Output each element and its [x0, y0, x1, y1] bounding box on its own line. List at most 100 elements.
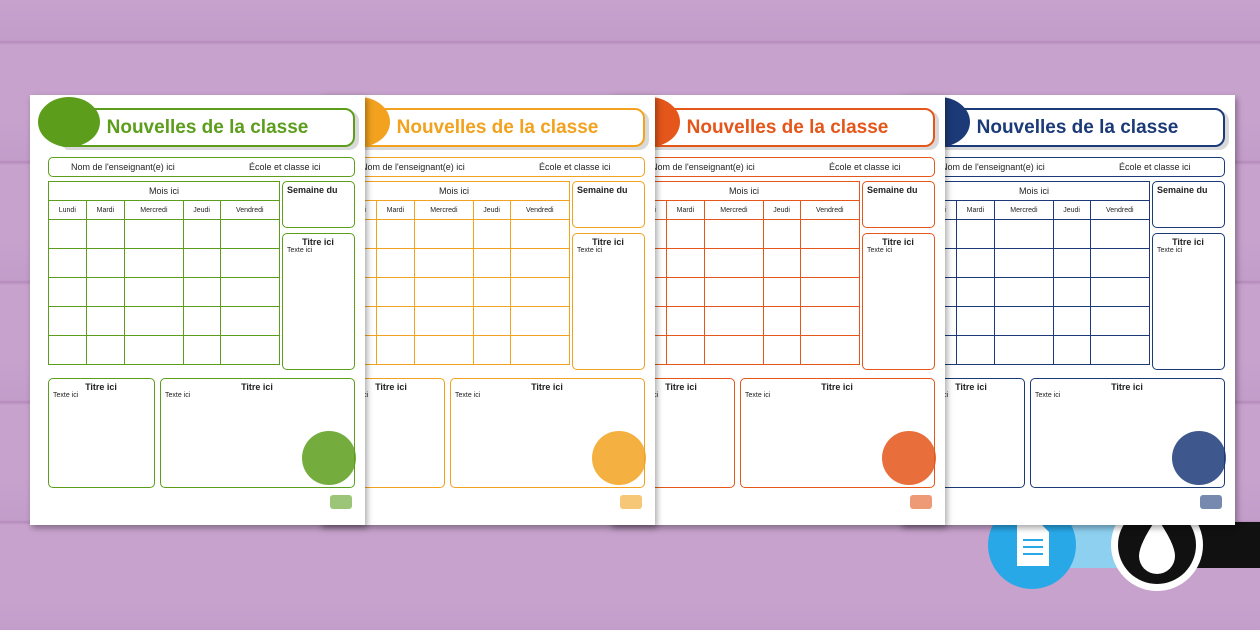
- cell: [48, 306, 87, 336]
- cell: [1052, 248, 1091, 278]
- day: Jeudi: [1052, 200, 1091, 220]
- cell: [182, 306, 221, 336]
- bottom-box: Titre ici Texte ici: [160, 378, 355, 488]
- day: Lundi: [48, 200, 87, 220]
- week-row: [48, 248, 281, 278]
- cell: [182, 277, 221, 307]
- box-title: Titre ici: [665, 382, 697, 392]
- week-row: [338, 277, 571, 307]
- week-row: [918, 335, 1151, 365]
- box-title: Titre ici: [821, 382, 853, 392]
- cell: [472, 248, 511, 278]
- box-title: Titre ici: [375, 382, 407, 392]
- decoration: [592, 431, 646, 485]
- teacher: Nom de l'enseignant(e) ici: [71, 162, 175, 172]
- day: Mercredi: [704, 200, 764, 220]
- cell: [375, 219, 416, 249]
- box-text: Texte ici: [577, 247, 603, 254]
- week-row: [338, 335, 571, 365]
- cell: [414, 277, 474, 307]
- footer-logo: [620, 495, 642, 509]
- box-text: Texte ici: [1157, 247, 1183, 254]
- cell: [1052, 306, 1091, 336]
- cell: [994, 335, 1054, 365]
- day: Jeudi: [182, 200, 221, 220]
- cell: [665, 277, 706, 307]
- box-title: Titre ici: [302, 237, 334, 247]
- cell: [509, 306, 571, 336]
- week-row: [338, 248, 571, 278]
- cell: [1089, 335, 1151, 365]
- week-row: [48, 219, 281, 249]
- cell: [955, 306, 996, 336]
- box-text: Texte ici: [867, 247, 893, 254]
- week: Semaine du: [287, 185, 338, 195]
- cell: [124, 277, 184, 307]
- cell: [799, 219, 861, 249]
- cell: [799, 335, 861, 365]
- month-row: Mois ici: [628, 181, 860, 201]
- week-row: [628, 248, 861, 278]
- school: École et classe ici: [249, 162, 321, 172]
- month: Mois ici: [628, 181, 860, 201]
- month: Mois ici: [918, 181, 1150, 201]
- box-text: Texte ici: [455, 392, 481, 399]
- cell: [762, 335, 801, 365]
- week-row: [918, 248, 1151, 278]
- cell: [48, 277, 87, 307]
- cell: [219, 248, 281, 278]
- box-title: Titre ici: [85, 382, 117, 392]
- cell: [1052, 219, 1091, 249]
- teacher: Nom de l'enseignant(e) ici: [651, 162, 755, 172]
- box-text: Texte ici: [745, 392, 771, 399]
- cell: [414, 306, 474, 336]
- cell: [762, 219, 801, 249]
- week-row: [48, 277, 281, 307]
- cell: [85, 219, 126, 249]
- cell: [472, 219, 511, 249]
- cell: [375, 277, 416, 307]
- day: Vendredi: [509, 200, 571, 220]
- footer-logo: [910, 495, 932, 509]
- title: Nouvelles de la classe: [930, 108, 1225, 147]
- week-row: [918, 277, 1151, 307]
- school: École et classe ici: [829, 162, 901, 172]
- cell: [1089, 277, 1151, 307]
- day: Vendredi: [799, 200, 861, 220]
- day: Mardi: [955, 200, 996, 220]
- month-row: Mois ici: [48, 181, 280, 201]
- cell: [375, 306, 416, 336]
- side-box: Titre ici Texte ici: [1152, 233, 1225, 370]
- cell: [799, 306, 861, 336]
- cell: [955, 219, 996, 249]
- cell: [704, 335, 764, 365]
- cell: [124, 248, 184, 278]
- cell: [182, 335, 221, 365]
- newsletter-sheet: Nouvelles de la classe Nom de l'enseignan…: [30, 95, 365, 525]
- cell: [472, 306, 511, 336]
- bottom-box: Titre ici Texte ici: [450, 378, 645, 488]
- cell: [85, 306, 126, 336]
- month: Mois ici: [48, 181, 280, 201]
- week-row: [918, 306, 1151, 336]
- cell: [799, 277, 861, 307]
- cell: [1089, 248, 1151, 278]
- cell: [509, 335, 571, 365]
- cell: [994, 248, 1054, 278]
- cell: [85, 335, 126, 365]
- cell: [124, 335, 184, 365]
- cell: [219, 306, 281, 336]
- info-row: Nom de l'enseignant(e) ici École et class…: [48, 157, 355, 177]
- footer-logo: [1200, 495, 1222, 509]
- cell: [1089, 219, 1151, 249]
- cell: [762, 248, 801, 278]
- week-box: Semaine du: [572, 181, 645, 228]
- cell: [48, 219, 87, 249]
- day: Mercredi: [414, 200, 474, 220]
- side-box: Titre ici Texte ici: [282, 233, 355, 370]
- cell: [375, 248, 416, 278]
- week: Semaine du: [867, 185, 918, 195]
- cell: [182, 248, 221, 278]
